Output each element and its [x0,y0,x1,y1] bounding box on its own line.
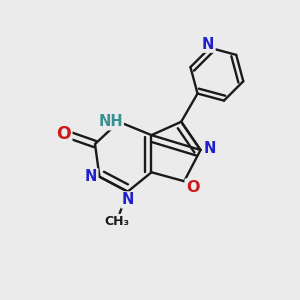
Text: N: N [204,141,216,156]
Text: N: N [85,169,97,184]
Text: N: N [122,192,134,207]
Text: CH₃: CH₃ [105,215,130,228]
Text: N: N [202,37,214,52]
Text: O: O [186,180,199,195]
Text: O: O [56,125,71,143]
Text: NH: NH [98,114,123,129]
